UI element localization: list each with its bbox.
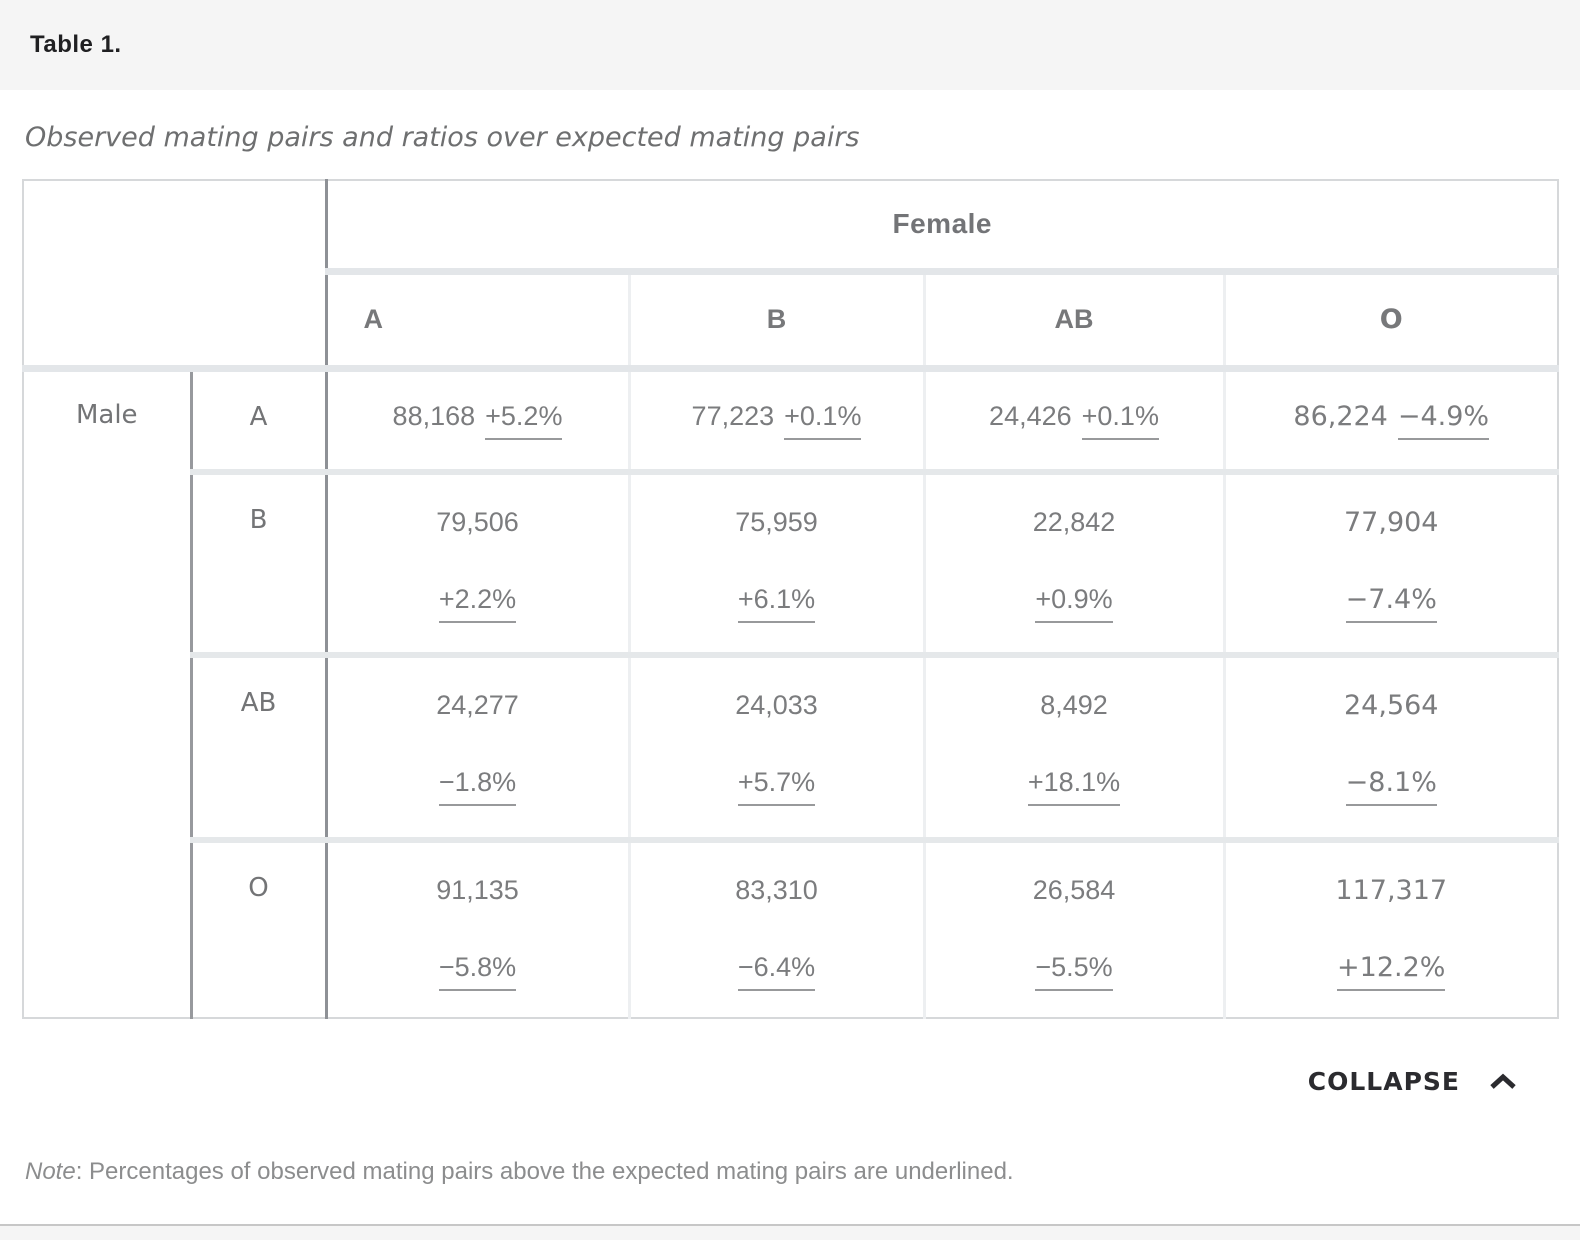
observed-count: 117,317 [1335, 875, 1448, 906]
table-row: B 79,506 +2.2% 75,959 +6.1% 22,842 +0.9% 77… [23, 469, 1558, 655]
column-header-b: B [627, 271, 924, 372]
cell-male-ab-female-a: 24,277 −1.8% [326, 652, 629, 840]
cell-male-ab-female-b: 24,033 +5.7% [627, 652, 924, 840]
table-row: AB 24,277 −1.8% 24,033 +5.7% 8,492 +18.1% 2… [23, 652, 1558, 840]
collapse-button[interactable]: COLLAPSE [1308, 1067, 1518, 1096]
cell-male-ab-female-ab: 8,492 +18.1% [922, 652, 1224, 840]
cell-male-o-female-a: 91,135 −5.8% [326, 837, 629, 1018]
observed-count: 24,426 [989, 400, 1072, 431]
ratio-vs-expected: +0.1% [784, 401, 862, 440]
ratio-vs-expected: +2.2% [438, 584, 517, 623]
corner-spacer-cell [23, 180, 328, 372]
observed-count: 24,564 [1344, 690, 1439, 721]
ratio-vs-expected: −8.1% [1345, 767, 1437, 806]
ratio-vs-expected: −4.9% [1397, 401, 1490, 440]
collapse-button-label: COLLAPSE [1307, 1067, 1460, 1096]
ratio-vs-expected: −7.4% [1345, 584, 1437, 623]
table-row: O 91,135 −5.8% 83,310 −6.4% 26,584 −5.5% 11… [23, 837, 1558, 1018]
cell-male-a-female-b: 77,223 +0.1% [627, 368, 924, 472]
observed-count: 86,224 [1293, 400, 1388, 432]
column-header-o: O [1222, 271, 1558, 372]
ratio-vs-expected: +0.9% [1035, 584, 1113, 623]
ratio-vs-expected: −5.8% [438, 952, 517, 991]
table-note: Note: Percentages of observed mating pai… [25, 1158, 1555, 1186]
row-header-b: B [191, 469, 328, 655]
cell-male-a-female-o: 86,224 −4.9% [1222, 368, 1558, 472]
cell-male-b-female-a: 79,506 +2.2% [326, 469, 629, 655]
table-container: Female A B AB O Male A 88,168 +5.2% 77,22… [22, 179, 1559, 1019]
cell-male-a-female-a: 88,168 +5.2% [326, 368, 629, 472]
row-header-a: A [191, 368, 328, 472]
collapse-row: COLLAPSE [0, 1067, 1580, 1096]
ratio-vs-expected: +5.2% [485, 401, 563, 440]
column-header-ab: AB [922, 271, 1224, 372]
observed-count: 26,584 [1032, 875, 1116, 905]
ratio-vs-expected: +5.7% [737, 767, 816, 806]
cell-male-b-female-o: 77,904 −7.4% [1222, 469, 1558, 655]
row-header-o: O [191, 837, 328, 1018]
observed-count: 24,277 [436, 690, 519, 720]
table-header-band: Table 1. [0, 0, 1580, 90]
bottom-divider-strip [0, 1224, 1580, 1240]
observed-count: 79,506 [436, 507, 519, 537]
column-header-a: A [326, 271, 629, 372]
observed-count: 83,310 [735, 875, 818, 905]
column-group-header-female: Female [326, 180, 1558, 275]
row-group-header-male: Male [23, 368, 193, 1018]
ratio-vs-expected: +6.1% [737, 584, 816, 623]
ratio-vs-expected: −5.5% [1035, 952, 1113, 991]
ratio-vs-expected: +0.1% [1081, 401, 1159, 440]
cell-male-o-female-o: 117,317 +12.2% [1222, 837, 1558, 1018]
note-prefix: Note [25, 1158, 76, 1185]
cell-male-b-female-ab: 22,842 +0.9% [922, 469, 1224, 655]
observed-count: 75,959 [735, 507, 818, 537]
note-text: : Percentages of observed mating pairs a… [75, 1158, 1014, 1185]
cell-male-a-female-ab: 24,426 +0.1% [922, 368, 1224, 472]
ratio-vs-expected: −1.8% [438, 767, 517, 806]
observed-count: 91,135 [436, 875, 519, 905]
cell-male-o-female-ab: 26,584 −5.5% [922, 837, 1224, 1018]
table-caption: Observed mating pairs and ratios over ex… [25, 122, 860, 153]
ratio-vs-expected: +12.2% [1337, 952, 1446, 991]
cell-male-o-female-b: 83,310 −6.4% [627, 837, 924, 1018]
mating-pairs-table: Female A B AB O Male A 88,168 +5.2% 77,22… [22, 179, 1559, 1019]
table-row: Male A 88,168 +5.2% 77,223 +0.1% 24,426 +0.… [23, 368, 1558, 1018]
observed-count: 77,904 [1344, 507, 1439, 538]
table-number-title: Table 1. [30, 31, 122, 58]
cell-male-ab-female-o: 24,564 −8.1% [1222, 652, 1558, 840]
observed-count: 88,168 [392, 400, 476, 431]
ratio-vs-expected: −6.4% [737, 952, 816, 991]
ratio-vs-expected: +18.1% [1027, 767, 1121, 806]
cell-male-b-female-b: 75,959 +6.1% [627, 469, 924, 655]
chevron-up-icon [1488, 1073, 1518, 1091]
observed-count: 24,033 [735, 690, 818, 720]
row-header-ab: AB [191, 652, 328, 840]
observed-count: 22,842 [1032, 507, 1116, 537]
observed-count: 77,223 [691, 400, 775, 431]
observed-count: 8,492 [1040, 690, 1108, 720]
